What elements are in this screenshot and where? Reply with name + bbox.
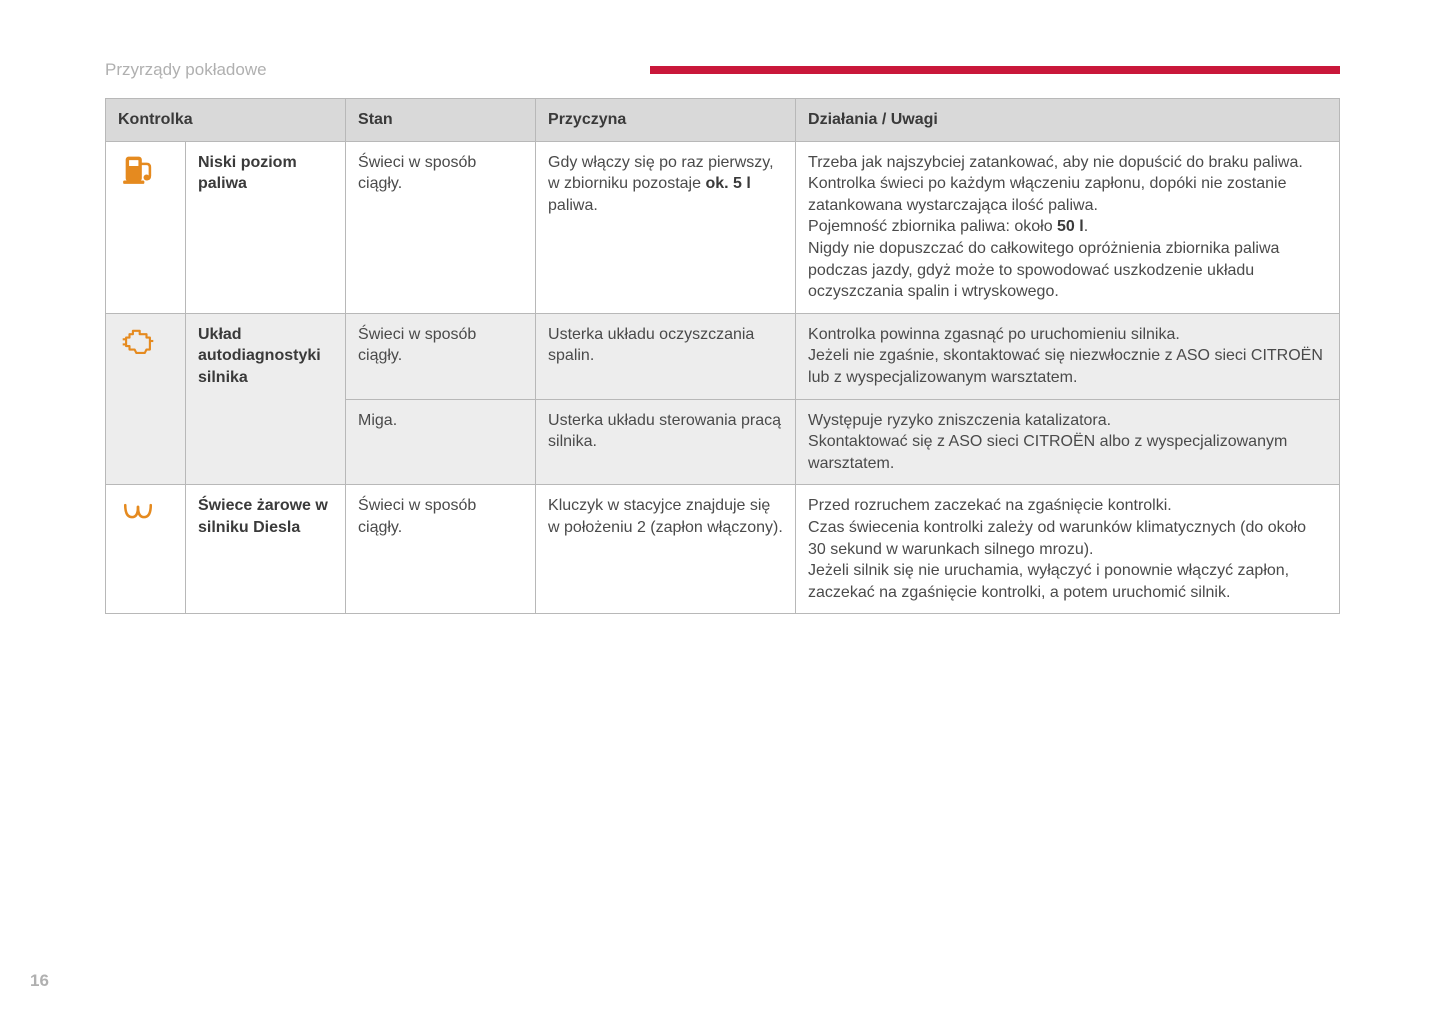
text: Skontaktować się z ASO sieci CITROËN alb…: [808, 431, 1327, 474]
text-bold: 50 l: [1057, 218, 1084, 235]
page-number: 16: [30, 971, 49, 991]
text: Kontrolka powinna zgasnąć po uruchomieni…: [808, 324, 1327, 346]
text: Trzeba jak najszybciej zatankować, aby n…: [808, 152, 1327, 174]
text: Pojemność zbiornika paliwa: około: [808, 218, 1057, 235]
dzialania-cell: Trzeba jak najszybciej zatankować, aby n…: [796, 141, 1340, 313]
accent-bar: [650, 66, 1340, 74]
text: .: [1084, 218, 1088, 235]
table-header-row: Kontrolka Stan Przyczyna Działania / Uwa…: [106, 99, 1340, 142]
stan-cell: Miga.: [346, 399, 536, 485]
dzialania-cell: Występuje ryzyko zniszczenia katalizator…: [796, 399, 1340, 485]
header-dzialania: Działania / Uwagi: [796, 99, 1340, 142]
przyczyna-cell: Gdy włączy się po raz pierwszy, w zbiorn…: [536, 141, 796, 313]
stan-cell: Świeci w sposób ciągły.: [346, 313, 536, 399]
glow-plug-icon: [118, 516, 158, 533]
text: Jeżeli silnik się nie uruchamia, wyłączy…: [808, 560, 1327, 603]
label-cell: Układ autodiagnostyki silnika: [186, 313, 346, 485]
warning-table: Kontrolka Stan Przyczyna Działania / Uwa…: [105, 98, 1340, 614]
dzialania-cell: Przed rozruchem zaczekać na zgaśnięcie k…: [796, 485, 1340, 614]
text: Pojemność zbiornika paliwa: około 50 l.: [808, 216, 1327, 238]
table-row: Świece żarowe w silniku Diesla Świeci w …: [106, 485, 1340, 614]
engine-icon: [118, 345, 158, 362]
text-bold: ok. 5 l: [705, 175, 750, 192]
text: Przed rozruchem zaczekać na zgaśnięcie k…: [808, 495, 1327, 517]
text: Nigdy nie dopuszczać do całkowitego opró…: [808, 238, 1327, 303]
page: Przyrządy pokładowe Kontrolka Stan Przyc…: [0, 0, 1445, 614]
header-stan: Stan: [346, 99, 536, 142]
label-cell: Świece żarowe w silniku Diesla: [186, 485, 346, 614]
text: Kontrolka świeci po każdym włączeniu zap…: [808, 173, 1327, 216]
text: Występuje ryzyko zniszczenia katalizator…: [808, 410, 1327, 432]
text: Jeżeli nie zgaśnie, skontaktować się nie…: [808, 345, 1327, 388]
text: Czas świecenia kontrolki zależy od warun…: [808, 517, 1327, 560]
label-cell: Niski poziom paliwa: [186, 141, 346, 313]
przyczyna-cell: Kluczyk w stacyjce znajduje się w położe…: [536, 485, 796, 614]
header-kontrolka: Kontrolka: [106, 99, 346, 142]
icon-cell: [106, 485, 186, 614]
przyczyna-cell: Usterka układu sterowania pracą silnika.: [536, 399, 796, 485]
stan-cell: Świeci w sposób ciągły.: [346, 141, 536, 313]
table-row: Niski poziom paliwa Świeci w sposób ciąg…: [106, 141, 1340, 313]
icon-cell: [106, 141, 186, 313]
przyczyna-cell: Usterka układu oczyszczania spalin.: [536, 313, 796, 399]
header-przyczyna: Przyczyna: [536, 99, 796, 142]
stan-cell: Świeci w sposób ciągły.: [346, 485, 536, 614]
dzialania-cell: Kontrolka powinna zgasnąć po uruchomieni…: [796, 313, 1340, 399]
text: paliwa.: [548, 197, 598, 214]
table-row: Układ autodiagnostyki silnika Świeci w s…: [106, 313, 1340, 399]
fuel-icon: [118, 173, 158, 190]
icon-cell: [106, 313, 186, 485]
